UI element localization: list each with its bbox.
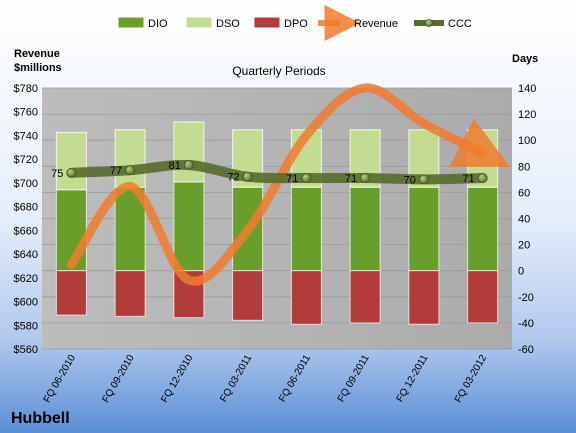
legend-swatch-dio bbox=[117, 16, 145, 29]
ccc-marker bbox=[301, 173, 312, 183]
bar-dso bbox=[173, 121, 205, 183]
left-axis-tick-label: $660 bbox=[14, 225, 38, 237]
left-axis-tick-label: $760 bbox=[14, 107, 38, 119]
right-axis-label: Days bbox=[512, 53, 538, 65]
legend: DIO DSO DPO Revenue CCC bbox=[117, 5, 472, 41]
right-axis-tick-label: -40 bbox=[518, 318, 534, 330]
left-axis-tick-label: $680 bbox=[14, 202, 38, 214]
ccc-data-label: 71 bbox=[345, 173, 357, 185]
ccc-data-label: 71 bbox=[462, 173, 474, 185]
right-axis-tick-label: -20 bbox=[518, 292, 534, 304]
bar-dso bbox=[55, 131, 87, 191]
ccc-data-label: 71 bbox=[286, 173, 298, 185]
left-axis-ticks: $560 $580 $600 $620 $640 $660 $680 $700 $720 $740… bbox=[14, 83, 38, 356]
ccc-data-label: 72 bbox=[227, 172, 239, 184]
revenue-series bbox=[66, 83, 510, 286]
bar-dio bbox=[290, 186, 322, 272]
ccc-data-label: 75 bbox=[51, 168, 63, 180]
right-axis-tick-label: 140 bbox=[518, 83, 536, 95]
left-axis-label-line1: Revenue bbox=[14, 48, 60, 60]
right-axis-tick-label: -60 bbox=[518, 344, 534, 356]
bar-dio bbox=[467, 186, 499, 272]
legend-label-dpo: DPO bbox=[284, 18, 308, 30]
legend-label-ccc: CCC bbox=[448, 18, 472, 30]
bar-dpo bbox=[114, 270, 146, 317]
left-axis-tick-label: $640 bbox=[14, 249, 38, 261]
ccc-marker bbox=[418, 174, 429, 185]
revenue-line bbox=[66, 83, 510, 286]
right-axis-tick-label: 120 bbox=[518, 109, 536, 121]
right-axis-tick-label: 20 bbox=[518, 240, 530, 252]
left-axis-tick-label: $780 bbox=[14, 83, 38, 95]
ccc-marker bbox=[66, 167, 77, 178]
left-axis-tick-label: $620 bbox=[14, 273, 38, 285]
right-axis-ticks: -60 -40 -20 0 20 40 60 80 100 120 140 bbox=[518, 83, 536, 356]
bar-dio bbox=[173, 181, 205, 272]
bar-dio bbox=[349, 186, 381, 272]
ccc-data-label: 81 bbox=[169, 160, 181, 172]
left-axis-tick-label: $720 bbox=[14, 154, 38, 166]
ccc-marker bbox=[360, 173, 371, 183]
right-axis-tick-label: 0 bbox=[518, 266, 524, 278]
legend-swatch-dso bbox=[185, 16, 213, 29]
bar-dio bbox=[408, 186, 440, 272]
ccc-data-label: 70 bbox=[404, 174, 416, 186]
ccc-series: 75 77 81 72 71 71 70 71 bbox=[51, 159, 488, 186]
right-axis-tick-label: 60 bbox=[518, 187, 530, 199]
legend-marker-ccc bbox=[425, 19, 433, 27]
right-axis-tick-label: 40 bbox=[518, 214, 530, 226]
bar-dpo bbox=[232, 270, 264, 321]
left-axis-tick-label: $700 bbox=[14, 178, 38, 190]
bar-dso bbox=[114, 129, 146, 188]
left-axis-tick-label: $600 bbox=[14, 297, 38, 309]
ccc-data-label: 77 bbox=[110, 165, 122, 177]
company-name: Hubbell bbox=[11, 410, 70, 427]
ccc-line bbox=[66, 159, 488, 185]
legend-label-dio: DIO bbox=[148, 18, 168, 30]
ccc-marker bbox=[125, 165, 136, 176]
left-axis-tick-label: $740 bbox=[14, 130, 38, 142]
ccc-marker bbox=[242, 171, 253, 182]
left-axis-label-line2: $millions bbox=[14, 62, 62, 74]
left-axis-tick-label: $560 bbox=[14, 344, 38, 356]
bar-dpo bbox=[349, 270, 381, 324]
right-axis-tick-label: 100 bbox=[518, 135, 536, 147]
ccc-marker bbox=[183, 160, 194, 170]
legend-swatch-dpo bbox=[253, 16, 281, 29]
bar-dpo bbox=[408, 270, 440, 325]
chart-title: Quarterly Periods bbox=[232, 64, 325, 78]
bar-dpo bbox=[467, 270, 499, 324]
bar-dpo bbox=[290, 270, 322, 325]
bar-dpo bbox=[55, 270, 87, 316]
left-axis-tick-label: $580 bbox=[14, 320, 38, 332]
ccc-marker bbox=[477, 173, 488, 183]
legend-label-revenue: Revenue bbox=[354, 18, 398, 30]
legend-label-dso: DSO bbox=[216, 18, 240, 30]
right-axis-tick-label: 80 bbox=[518, 161, 530, 173]
